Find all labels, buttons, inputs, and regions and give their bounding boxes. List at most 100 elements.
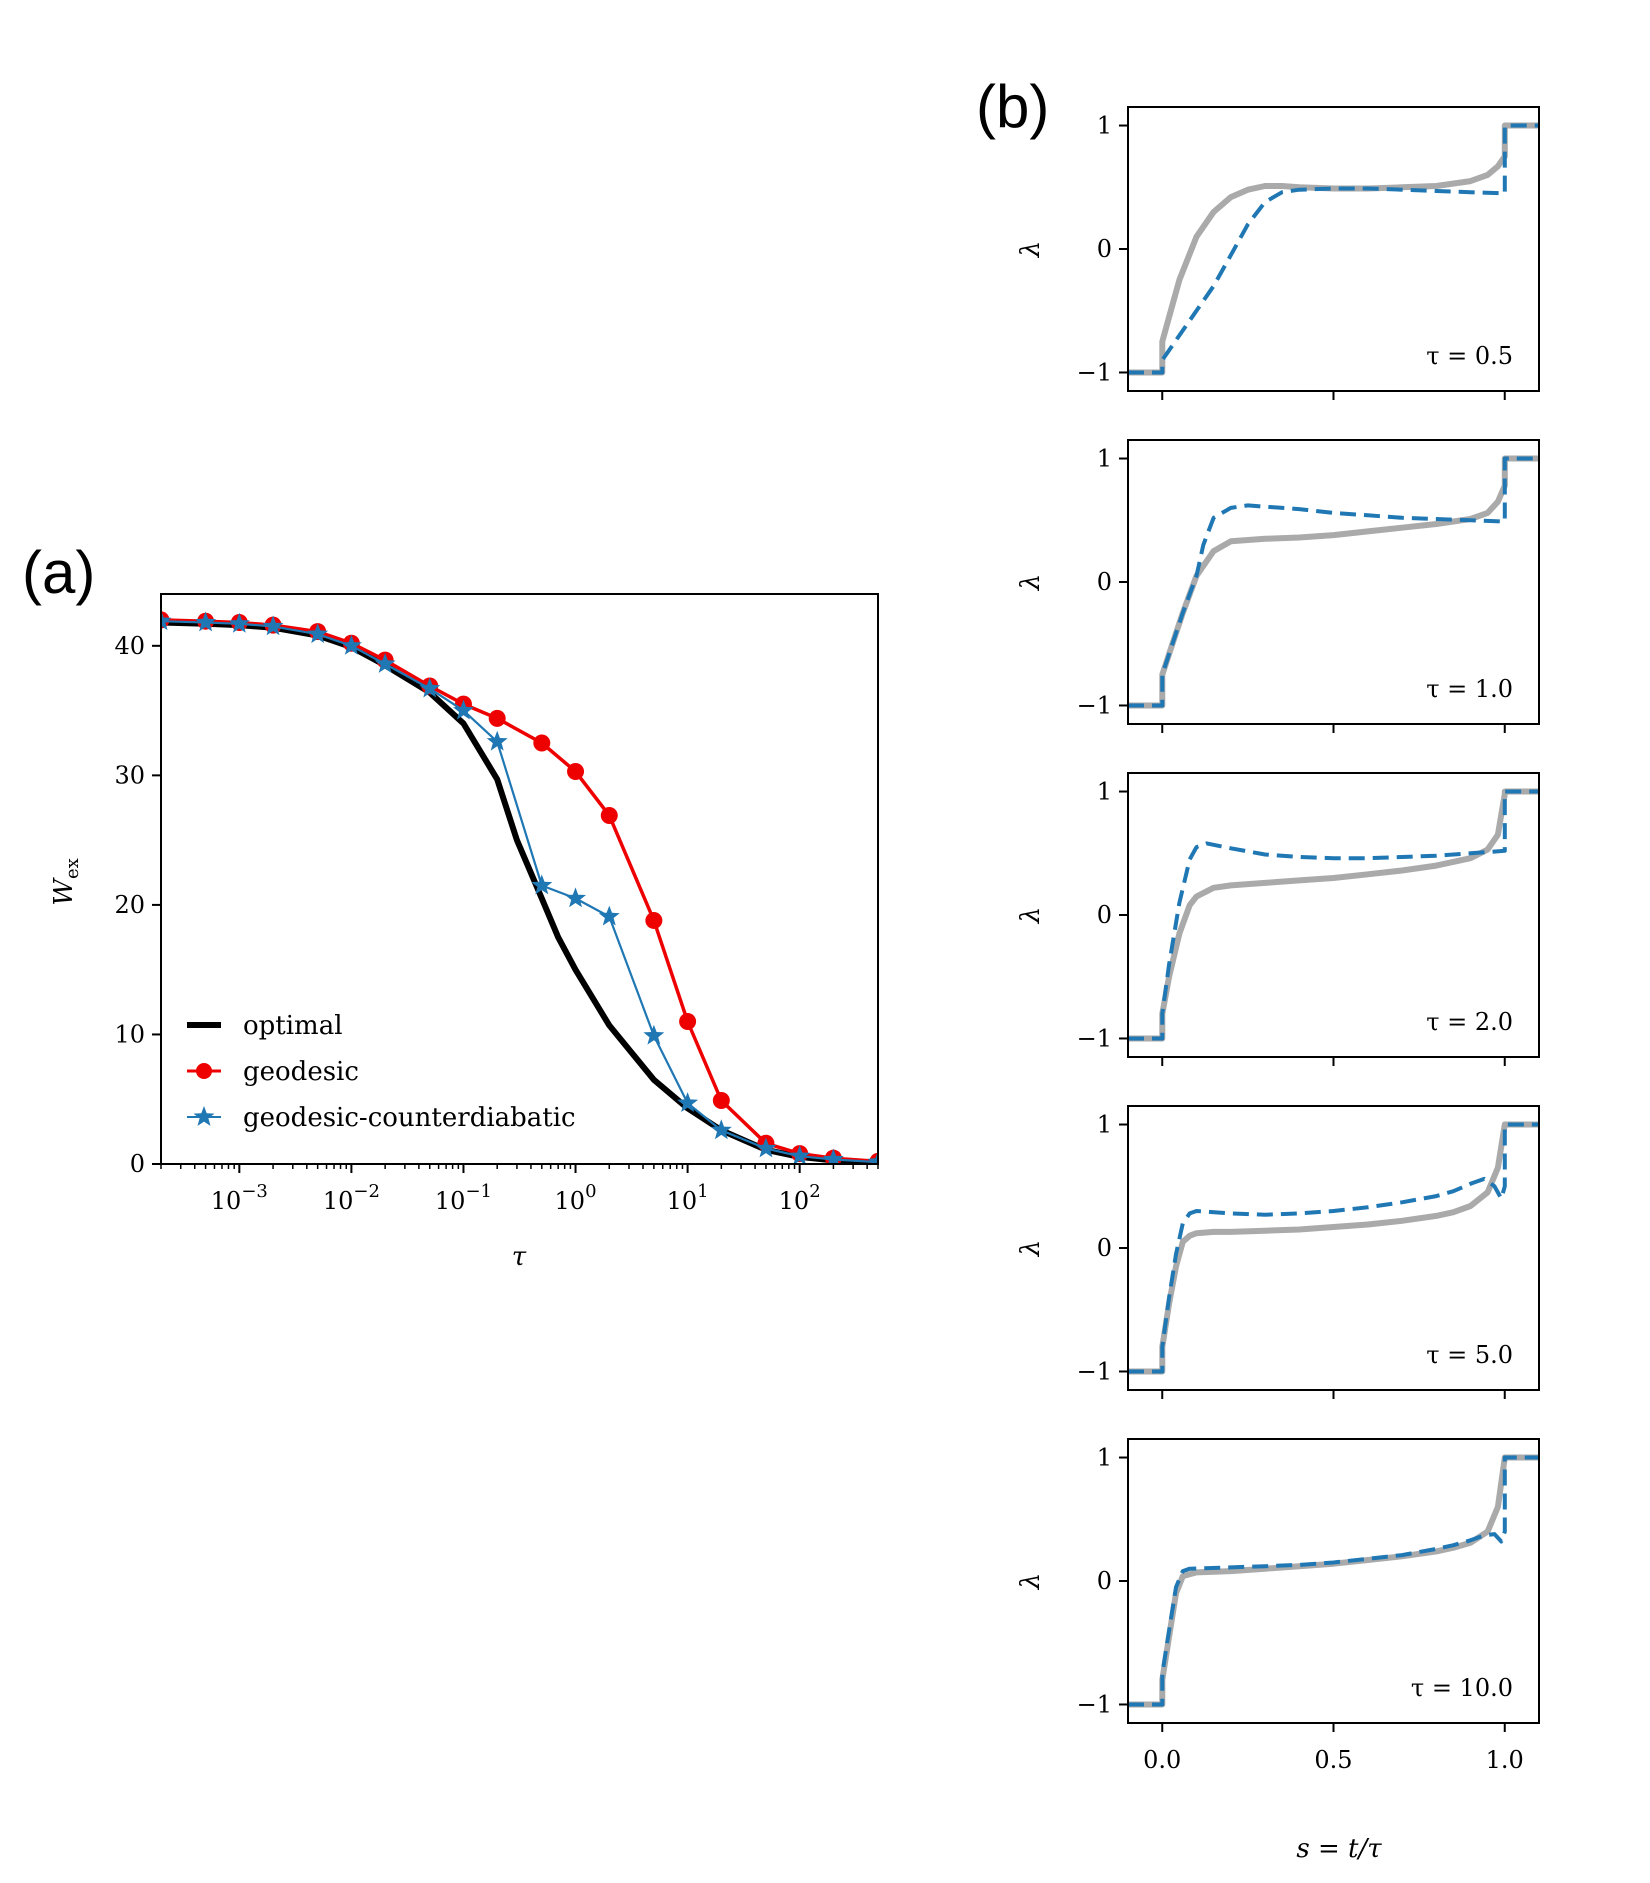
subplot-plot-area [1128, 1121, 1539, 1375]
data-point-geodesic-counterdiabatic [677, 1092, 699, 1112]
data-point-geodesic-counterdiabatic [340, 634, 362, 655]
data-point-geodesic [488, 709, 506, 727]
data-point-geodesic-counterdiabatic [598, 905, 620, 926]
panel-a-frame [160, 593, 879, 1165]
data-point-geodesic-counterdiabatic [195, 611, 217, 632]
subplot-4: −1 0 1 λ τ = 5.0 [1016, 1105, 1540, 1399]
subplot-tau-annotation: τ = 1.0 [1426, 675, 1513, 703]
subplot-y-axis-label: λ [1016, 1240, 1046, 1257]
data-point-geodesic-counterdiabatic [262, 615, 284, 636]
x-tick-label: 10−2 [323, 1181, 380, 1215]
y-tick-label: 10 [114, 1020, 145, 1048]
data-point-geodesic-counterdiabatic [755, 1137, 777, 1158]
data-point-geodesic-counterdiabatic [867, 1151, 878, 1164]
y-tick-label: 0 [1097, 1234, 1112, 1262]
series-line-geodesic-counterdiabatic [1128, 456, 1539, 708]
series-line-geodesic-counterdiabatic [1128, 123, 1539, 375]
panel-b: (b) −1 0 1 λ τ = 0.5 −1 0 1 λ τ = 1.0 −1 0 1 λ τ = 2.0… [976, 73, 1540, 1864]
subplot-3: −1 0 1 λ τ = 2.0 [1016, 772, 1540, 1066]
series-line-geodesic-counterdiabatic [1128, 1455, 1539, 1707]
legend-label-optimal: optimal [243, 1011, 343, 1041]
subplot-plot-area [1128, 788, 1539, 1042]
data-point-geodesic-counterdiabatic [565, 887, 586, 908]
series-line-geodesic-counterdiabatic [1128, 1122, 1539, 1374]
x-tick-label: 10−3 [211, 1181, 268, 1215]
legend-marker-geodesic [196, 1063, 212, 1079]
y-tick-label: −1 [1077, 691, 1112, 719]
panel-a-x-axis-label: τ [512, 1242, 527, 1272]
subplot-y-axis-label: λ [1016, 241, 1046, 258]
data-point-geodesic-counterdiabatic [710, 1119, 732, 1140]
data-point-geodesic-counterdiabatic [486, 730, 508, 751]
series-line-optimal [1128, 122, 1539, 376]
y-tick-label: 40 [114, 632, 145, 660]
data-point-geodesic-counterdiabatic [419, 677, 441, 698]
series-line-geodesic-counterdiabatic [1128, 789, 1539, 1041]
subplot-y-axis-label: λ [1016, 1573, 1046, 1590]
y-tick-label: −1 [1077, 358, 1112, 386]
data-point-geodesic-counterdiabatic [643, 1024, 665, 1045]
series-line-optimal [1128, 455, 1539, 709]
panel-a-label: (a) [22, 539, 95, 606]
y-tick-label: 1 [1097, 445, 1112, 473]
series-line-optimal [1128, 1121, 1539, 1375]
data-point-geodesic-counterdiabatic [374, 653, 396, 673]
y-tick-label: −1 [1077, 1357, 1112, 1385]
panel-a-y-axis-label: Wex [49, 858, 83, 906]
series-line-optimal [1128, 1454, 1539, 1708]
legend-label-geodesic-counterdiabatic: geodesic-counterdiabatic [243, 1103, 576, 1133]
y-tick-label: 0 [1097, 901, 1112, 929]
y-tick-label: 1 [1097, 1111, 1112, 1139]
y-tick-label: −1 [1077, 1024, 1112, 1052]
x-tick-label: 101 [667, 1181, 709, 1215]
data-point-geodesic-counterdiabatic [453, 699, 474, 720]
data-point-geodesic-counterdiabatic [161, 610, 172, 631]
data-point-geodesic [600, 807, 618, 825]
x-tick-label: 0.0 [1143, 1746, 1181, 1774]
data-point-geodesic [645, 911, 663, 929]
y-tick-label: 0 [1097, 568, 1112, 596]
data-point-geodesic [567, 762, 585, 780]
subplot-plot-area [1128, 455, 1539, 709]
data-point-geodesic-counterdiabatic [789, 1145, 811, 1164]
y-tick-label: −1 [1077, 1690, 1112, 1718]
subplot-y-axis-label: λ [1016, 574, 1046, 591]
subplot-2: −1 0 1 λ τ = 1.0 [1016, 439, 1540, 733]
subplot-tau-annotation: τ = 10.0 [1411, 1674, 1513, 1702]
series-line-optimal [1128, 788, 1539, 1042]
subplot-y-axis-label: λ [1016, 907, 1046, 924]
y-tick-label: 0 [1097, 1567, 1112, 1595]
y-tick-label: 1 [1097, 1444, 1112, 1472]
subplot-plot-area [1128, 1454, 1539, 1708]
data-point-geodesic [679, 1013, 697, 1030]
y-tick-label: 30 [114, 761, 145, 789]
subplot-plot-area [1128, 122, 1539, 376]
x-tick-label: 10−1 [435, 1181, 492, 1215]
y-tick-label: 20 [114, 891, 145, 919]
y-tick-label: 0 [1097, 235, 1112, 263]
panel-b-x-axis-label: s = t/τ [1296, 1834, 1382, 1864]
subplot-tau-annotation: τ = 2.0 [1426, 1008, 1513, 1036]
panel-a-legend: optimal geodesic geodesic-counterdiabati… [187, 1011, 576, 1133]
subplot-tau-annotation: τ = 0.5 [1426, 342, 1513, 370]
y-tick-label: 0 [130, 1150, 145, 1178]
subplot-tau-annotation: τ = 5.0 [1426, 1341, 1513, 1369]
subplot-1: −1 0 1 λ τ = 0.5 [1016, 106, 1540, 400]
x-tick-label: 100 [555, 1181, 597, 1215]
panel-b-subplots: −1 0 1 λ τ = 0.5 −1 0 1 λ τ = 1.0 −1 0 1 λ τ = 2.0 −1 0 1… [1016, 106, 1540, 1774]
data-point-geodesic-counterdiabatic [307, 623, 329, 644]
panel-a-plot-area [161, 610, 878, 1164]
data-point-geodesic [533, 734, 551, 752]
x-tick-label: 102 [779, 1181, 821, 1215]
data-point-geodesic-counterdiabatic [531, 874, 553, 895]
panel-b-label: (b) [976, 73, 1049, 140]
y-tick-label: 1 [1097, 112, 1112, 140]
legend-marker-geodesic-counterdiabatic [193, 1106, 215, 1126]
data-point-geodesic-counterdiabatic [822, 1148, 844, 1164]
x-tick-label: 0.5 [1314, 1746, 1352, 1774]
x-tick-label: 1.0 [1486, 1746, 1524, 1774]
legend-label-geodesic: geodesic [243, 1057, 359, 1087]
data-point-geodesic-counterdiabatic [228, 612, 250, 633]
